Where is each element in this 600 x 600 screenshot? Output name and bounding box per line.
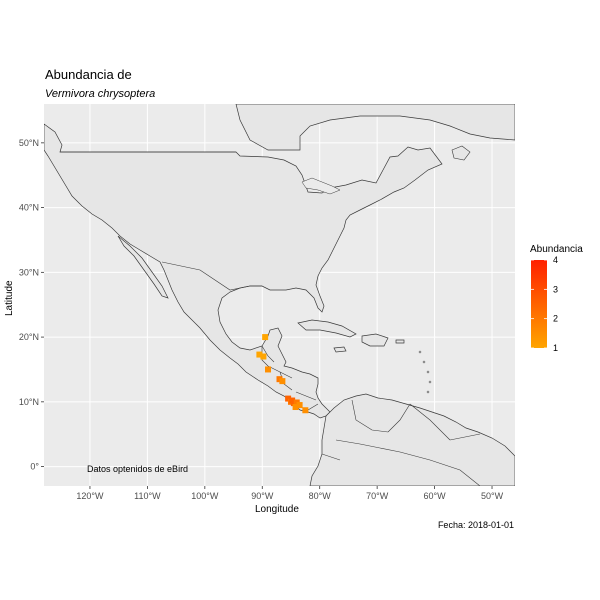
y-tick-label: 0° [30,462,39,472]
chart-subtitle: Vermivora chrysoptera [45,88,156,100]
legend-tick-label: 1 [553,343,558,353]
date-caption: Fecha: 2018-01-01 [437,520,514,530]
land-lesser-antilles [418,350,432,394]
y-axis-ticks: 0° 10°N 20°N 30°N 40°N 50°N [19,138,44,472]
abundance-point [285,395,292,402]
y-tick-label: 10°N [19,397,39,407]
grid-lines [44,104,515,486]
x-tick-label: 120°W [76,491,104,501]
x-tick-label: 80°W [309,491,332,501]
chart-title: Abundancia de [45,67,132,82]
legend-ticks: 1 2 3 4 [531,255,558,353]
x-tick-label: 60°W [424,491,447,501]
abundance-points [256,334,309,414]
x-tick-label: 50°W [481,491,504,501]
x-tick-label: 90°W [251,491,274,501]
legend-title: Abundancia [530,244,583,255]
land-hispaniola [361,333,389,347]
y-tick-label: 50°N [19,138,39,148]
land-baja-california [117,235,169,299]
land-puerto-rico [395,339,405,344]
abundance-point [292,404,299,411]
land-canada-north [235,104,515,151]
abundance-point [260,353,267,360]
land-south-america [309,393,515,486]
y-tick-label: 20°N [19,332,39,342]
land-layer [44,104,515,486]
legend-colorbar [531,260,547,348]
legend-tick-label: 4 [553,255,558,265]
land-cuba [297,319,357,338]
country-borders [60,151,481,486]
x-tick-label: 100°W [191,491,219,501]
abundance-point [279,378,286,385]
x-axis-label: Longitude [255,504,299,515]
land-newfoundland [451,145,471,161]
abundance-point [296,402,303,409]
data-source-annotation: Datos optenidos de eBird [87,464,188,474]
x-tick-label: 70°W [366,491,389,501]
legend-tick-label: 2 [553,314,558,324]
y-tick-label: 40°N [19,203,39,213]
y-axis-label: Latitude [4,280,15,316]
x-axis-ticks: 120°W 110°W 100°W 90°W 80°W 70°W 60°W 50°W [76,486,504,501]
abundance-point [262,334,269,341]
land-great-lakes [301,177,341,195]
land-north-america [44,123,443,419]
abundance-point [302,407,309,414]
abundance-point [256,351,263,358]
abundance-point [265,366,272,373]
land-jamaica [333,346,347,353]
x-tick-label: 110°W [134,491,161,501]
y-tick-label: 30°N [19,267,39,277]
legend-tick-label: 3 [553,284,558,294]
